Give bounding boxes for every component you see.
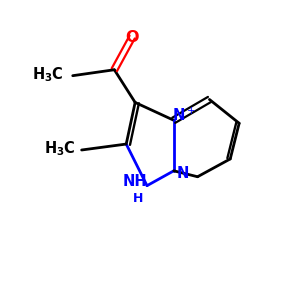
Text: O: O bbox=[125, 30, 139, 45]
Text: NH: NH bbox=[123, 174, 148, 189]
Text: H: H bbox=[133, 192, 143, 205]
Text: $\mathregular{H_3C}$: $\mathregular{H_3C}$ bbox=[32, 65, 64, 84]
Text: $\mathregular{H_3C}$: $\mathregular{H_3C}$ bbox=[44, 139, 76, 158]
Text: $\mathregular{N}^+$: $\mathregular{N}^+$ bbox=[172, 107, 196, 124]
Text: N: N bbox=[176, 166, 189, 181]
